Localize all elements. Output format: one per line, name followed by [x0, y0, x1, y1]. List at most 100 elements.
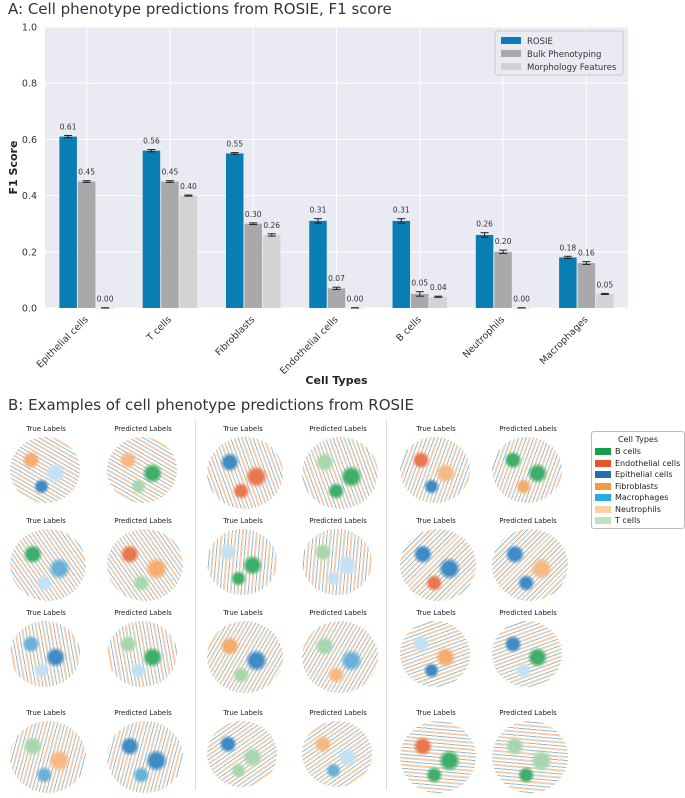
predicted-labels-caption: Predicted Labels [114, 609, 172, 617]
true-labels-caption: True Labels [26, 517, 66, 525]
legend-item: B cells [592, 446, 684, 458]
legend-swatch [501, 37, 521, 44]
true-labels-caption: True Labels [26, 609, 66, 617]
x-axis-label: Cell Types [305, 374, 368, 387]
data-label: 0.18 [560, 243, 577, 252]
group-separator [386, 420, 387, 790]
group-separator [195, 420, 196, 790]
data-label: 0.40 [180, 182, 197, 191]
bar-rosie [475, 234, 494, 308]
tissue-core-image [400, 721, 476, 793]
x-tick-label: Fibroblasts [213, 314, 257, 358]
bar-bulk-phenotyping [161, 181, 179, 308]
tissue-core-image [10, 529, 86, 601]
tissue-core-image [107, 621, 177, 687]
bar-rosie [309, 220, 327, 308]
data-label: 0.05 [411, 279, 428, 288]
tissue-core-image [10, 721, 86, 793]
legend-item: T cells [592, 515, 684, 527]
data-label: 0.45 [162, 168, 179, 177]
data-label: 0.00 [97, 295, 114, 304]
data-label: 0.00 [347, 295, 364, 304]
predicted-labels-caption: Predicted Labels [499, 425, 557, 433]
tissue-core-image [10, 621, 80, 687]
bar-rosie [392, 220, 411, 308]
true-labels-caption: True Labels [223, 425, 263, 433]
tissue-core-image [492, 621, 562, 687]
bar-bulk-phenotyping [494, 251, 512, 308]
legend-item-label: T cells [615, 516, 641, 526]
legend-swatch [595, 494, 611, 502]
tissue-core-image [302, 529, 372, 595]
y-tick-label: 0.0 [22, 304, 37, 315]
data-label: 0.61 [60, 122, 77, 131]
tissue-core-image [207, 529, 277, 595]
legend-item: Macrophages [592, 492, 684, 504]
legend-item-label: Macrophages [615, 493, 669, 503]
x-tick-label: T cells [144, 314, 174, 344]
legend-swatch [595, 459, 611, 467]
data-label: 0.07 [328, 274, 345, 283]
legend-swatch [595, 471, 611, 479]
bar-bulk-phenotyping [244, 223, 262, 308]
predicted-labels-caption: Predicted Labels [114, 517, 172, 525]
cell-types-legend: Cell Types B cells Endothelial cells Epith… [591, 431, 685, 529]
panel-a-title: A: Cell phenotype predictions from ROSIE… [8, 0, 392, 18]
chart-legend [494, 30, 624, 76]
true-labels-caption: True Labels [416, 709, 456, 717]
true-labels-caption: True Labels [416, 517, 456, 525]
bar-morphology-features [179, 195, 198, 308]
x-tick-label: Endothelial cells [278, 314, 341, 377]
y-axis-label: F1 Score [7, 141, 20, 195]
legend-swatch [501, 63, 521, 70]
predicted-labels-caption: Predicted Labels [309, 517, 367, 525]
true-labels-caption: True Labels [416, 609, 456, 617]
data-label: 0.04 [430, 283, 447, 292]
data-label: 0.26 [476, 220, 493, 229]
y-tick-label: 0.6 [22, 135, 37, 146]
legend-item: Epithelial cells [592, 469, 684, 481]
x-tick-label: Macrophages [538, 314, 591, 367]
bar-morphology-features [429, 296, 448, 308]
bar-rosie [142, 150, 161, 308]
data-label: 0.16 [578, 249, 595, 258]
predicted-labels-caption: Predicted Labels [114, 709, 172, 717]
tissue-core-image [207, 437, 283, 509]
data-label: 0.55 [226, 140, 243, 149]
x-tick-label: B cells [394, 314, 424, 344]
tissue-core-image [207, 721, 277, 787]
tissue-core-image [107, 721, 183, 793]
data-label: 0.45 [78, 168, 95, 177]
tissue-core-image [302, 621, 378, 693]
f1-bar-chart: 0.0 0.2 0.4 0.6 0.8 1.0 0.61 0.56 0.55 0.31 0.31 0.… [7, 23, 628, 387]
data-label: 0.26 [263, 221, 280, 230]
legend-label: ROSIE [527, 37, 553, 47]
data-label: 0.30 [245, 210, 262, 219]
predicted-labels-caption: Predicted Labels [309, 425, 367, 433]
tissue-core-image [400, 529, 476, 601]
tissue-core-image [302, 437, 378, 509]
legend-swatch [595, 448, 611, 456]
legend-title: Cell Types [617, 435, 659, 444]
y-tick-label: 1.0 [22, 23, 37, 34]
y-tick-label: 0.2 [22, 247, 37, 258]
tissue-core-image [107, 437, 177, 503]
tissue-core-image [400, 437, 470, 503]
data-label: 0.20 [495, 237, 512, 246]
predicted-labels-caption: Predicted Labels [499, 609, 557, 617]
true-labels-caption: True Labels [223, 609, 263, 617]
legend-item-label: B cells [615, 447, 641, 457]
predicted-labels-caption: Predicted Labels [309, 709, 367, 717]
data-label: 0.05 [597, 280, 614, 289]
tissue-core-image [10, 437, 80, 503]
bar-rosie [559, 257, 577, 308]
bar-bulk-phenotyping [327, 288, 346, 308]
bar-bulk-phenotyping [577, 263, 596, 308]
true-labels-caption: True Labels [223, 517, 263, 525]
legend-swatch [501, 50, 521, 57]
predicted-labels-caption: Predicted Labels [114, 425, 172, 433]
x-tick-label: Epithelial cells [35, 314, 91, 370]
legend-item: Endothelial cells [592, 458, 684, 470]
bar-rosie [59, 136, 77, 308]
true-labels-caption: True Labels [26, 425, 66, 433]
